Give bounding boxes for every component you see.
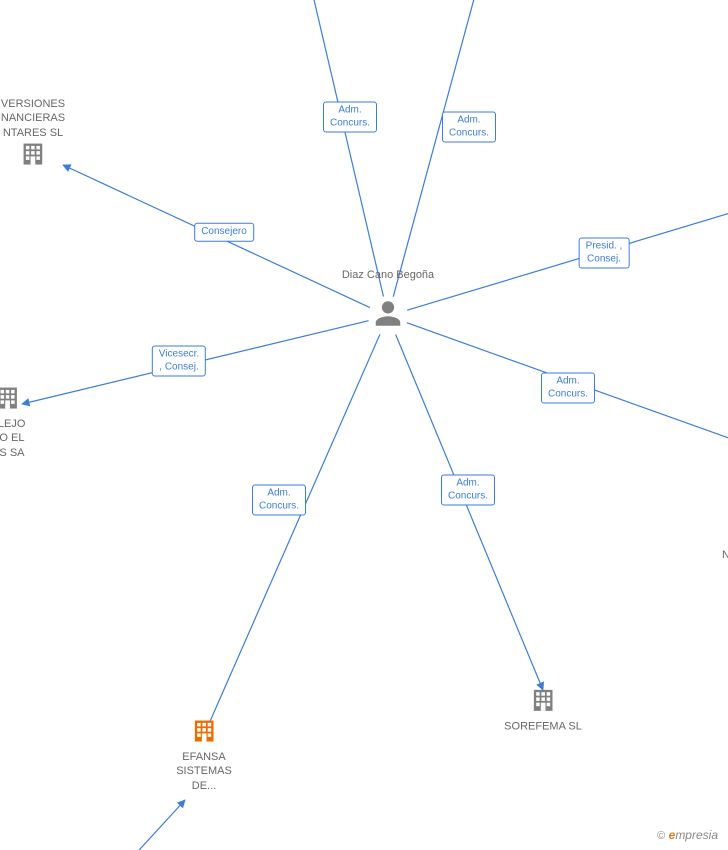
edge-label-top2: Adm. Concurs. xyxy=(442,112,496,143)
edge-label-right_mid: Adm. Concurs. xyxy=(541,373,595,404)
copyright-symbol: © xyxy=(657,830,665,842)
edge-label-sorefema: Adm. Concurs. xyxy=(441,475,495,506)
center-node-label: Diaz Cano Begoña xyxy=(342,268,434,282)
node-antares[interactable]: VERSIONES NANCIERAS NTARES SL xyxy=(1,97,65,173)
node-complejo[interactable]: PLEJO CO EL US SA xyxy=(0,384,25,460)
diagram-canvas: Diaz Cano Begoña VERSIONES NANCIERAS NTA… xyxy=(0,0,728,850)
building-icon xyxy=(529,686,557,714)
node-sorefema[interactable]: SOREFEMA SL xyxy=(504,686,582,733)
node-efansa[interactable]: EFANSA SISTEMAS DE... xyxy=(176,717,232,793)
edge-label-antares: Consejero xyxy=(194,223,254,242)
building-icon xyxy=(0,384,22,412)
brand-rest: mpresia xyxy=(675,828,718,842)
node-label: SOREFEMA SL xyxy=(504,719,582,733)
node-label: EFANSA SISTEMAS DE... xyxy=(176,750,232,793)
building-icon xyxy=(19,140,47,168)
edge-label-complejo: Vicesecr. , Consej. xyxy=(152,346,206,377)
node-label: PLEJO CO EL US SA xyxy=(0,417,25,460)
person-icon xyxy=(373,299,403,329)
edge-label-top1: Adm. Concurs. xyxy=(323,102,377,133)
edge-label-right_upper: Presid. , Consej. xyxy=(579,238,630,269)
watermark: © empresia xyxy=(657,828,718,842)
building-icon xyxy=(190,717,218,745)
node-label: N xyxy=(722,548,728,562)
center-node[interactable] xyxy=(373,299,403,334)
edge-label-efansa: Adm. Concurs. xyxy=(252,485,306,516)
node-n_right[interactable]: N xyxy=(722,548,728,562)
node-label: VERSIONES NANCIERAS NTARES SL xyxy=(1,97,65,140)
